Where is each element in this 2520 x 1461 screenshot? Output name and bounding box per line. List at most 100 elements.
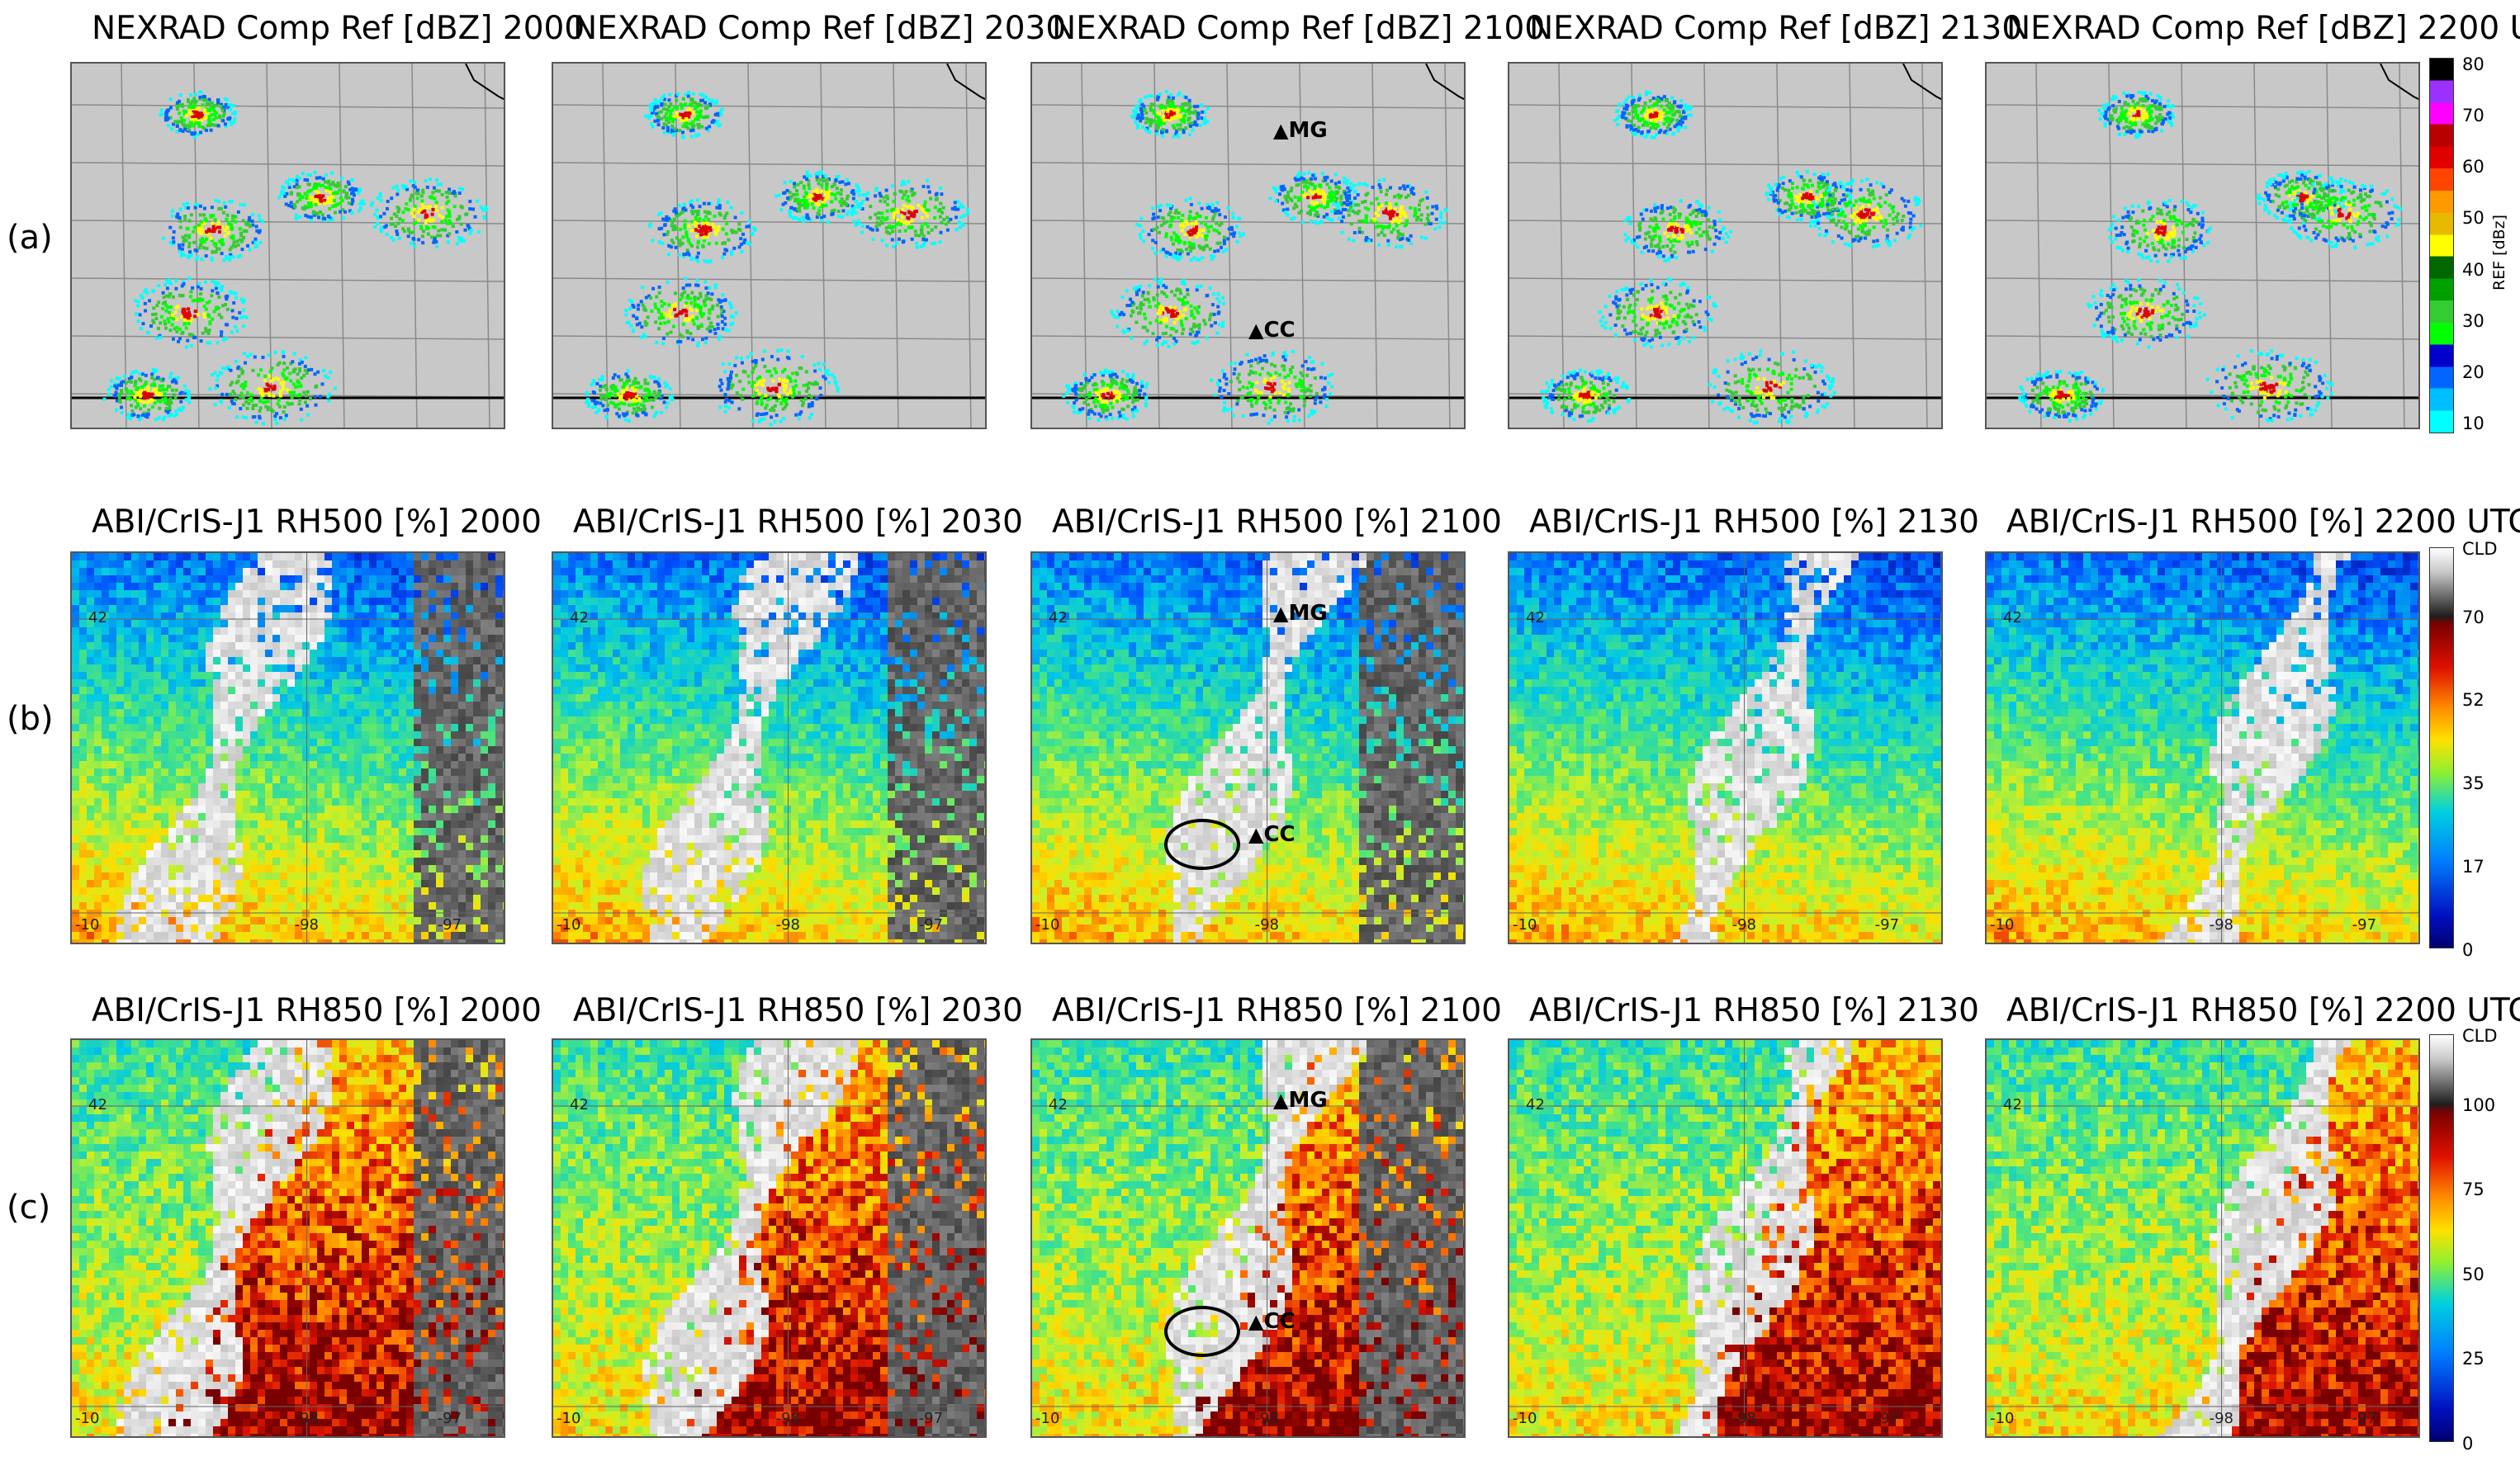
lon-grid-label: -98 bbox=[2210, 1410, 2233, 1427]
lon-grid-label: -10 bbox=[1990, 916, 2014, 934]
lat-grid-label: 42 bbox=[570, 609, 589, 626]
colorbar-tick-label: 52 bbox=[2462, 690, 2484, 710]
colorbar-tick-label: 0 bbox=[2462, 940, 2473, 960]
row-label: (a) bbox=[7, 219, 53, 257]
colorbar-tick-label: 50 bbox=[2462, 208, 2484, 228]
panel-title: ABI/CrIS-J1 RH850 [%] 2130 bbox=[1529, 992, 1979, 1029]
mg-site-marker: ▲MG bbox=[1273, 120, 1328, 141]
lon-grid-label: -98 bbox=[776, 1410, 800, 1427]
lon-grid-label: -10 bbox=[1513, 916, 1537, 934]
colorbar-tick-label: 35 bbox=[2462, 773, 2484, 793]
lon-grid-label: -10 bbox=[75, 916, 99, 934]
panel-title: ABI/CrIS-J1 RH850 [%] 2000 bbox=[92, 992, 542, 1029]
lat-grid-label: 42 bbox=[1049, 609, 1068, 626]
panel-title: ABI/CrIS-J1 RH500 [%] 2100 bbox=[1052, 504, 1502, 541]
cc-site-marker: ▲CC bbox=[1248, 319, 1296, 341]
rh-map-panel: 42 -98 -10 -97 bbox=[552, 551, 987, 944]
lon-grid-label: -10 bbox=[557, 1410, 580, 1427]
radar-map-panel bbox=[552, 62, 987, 429]
cc-site-marker: ▲CC bbox=[1248, 1311, 1296, 1332]
lat-grid-label: 42 bbox=[2003, 1096, 2022, 1113]
lat-grid-label: 42 bbox=[1526, 609, 1545, 626]
lon-grid-label: -10 bbox=[1990, 1410, 2014, 1427]
lon-grid-label: -97 bbox=[919, 916, 943, 934]
panel-title: ABI/CrIS-J1 RH500 [%] 2000 bbox=[92, 504, 542, 541]
lon-grid-label: -98 bbox=[2210, 916, 2233, 934]
lat-grid-label: 42 bbox=[1526, 1096, 1545, 1113]
panel-title: ABI/CrIS-J1 RH500 [%] 2130 bbox=[1529, 504, 1979, 541]
rh-map-panel: 42 -98 -10 -97 bbox=[1985, 1038, 2420, 1438]
cc-site-marker: ▲CC bbox=[1248, 824, 1296, 845]
colorbar-tick-label: CLD bbox=[2462, 1026, 2498, 1046]
radar-map-panel bbox=[1985, 62, 2420, 429]
lon-grid-label: -97 bbox=[1875, 1410, 1899, 1427]
rh-map-panel: 42 -98 -10 ▲MG ▲CC bbox=[1030, 551, 1466, 944]
colorbar-tick-label: 17 bbox=[2462, 857, 2484, 877]
rh-map-panel: 42 -98 -10 ▲MG ▲CC bbox=[1030, 1038, 1466, 1438]
highlight-ellipse bbox=[1164, 819, 1240, 870]
panel-title: NEXRAD Comp Ref [dBZ] 2130 bbox=[1529, 10, 2022, 47]
lon-grid-label: -10 bbox=[1513, 1410, 1537, 1427]
colorbar bbox=[2429, 547, 2454, 948]
lon-grid-label: -98 bbox=[776, 916, 800, 934]
rh-map-panel: 42 -98 -10 -97 bbox=[1508, 551, 1943, 944]
lon-grid-label: -10 bbox=[1035, 916, 1059, 934]
colorbar bbox=[2429, 1034, 2454, 1442]
panel-title: NEXRAD Comp Ref [dBZ] 2200 UTC bbox=[2006, 10, 2520, 47]
lon-grid-label: -98 bbox=[1255, 1410, 1279, 1427]
radar-map-panel bbox=[1508, 62, 1943, 429]
panel-title: NEXRAD Comp Ref [dBZ] 2030 bbox=[573, 10, 1066, 47]
panel-title: ABI/CrIS-J1 RH850 [%] 2030 bbox=[573, 992, 1023, 1029]
lon-grid-label: -98 bbox=[1732, 916, 1756, 934]
panel-title: ABI/CrIS-J1 RH850 [%] 2200 UTC bbox=[2006, 992, 2520, 1029]
lon-grid-label: -97 bbox=[1875, 916, 1899, 934]
lon-grid-label: -98 bbox=[295, 916, 319, 934]
lon-grid-label: -10 bbox=[1035, 1410, 1059, 1427]
colorbar-tick-label: 80 bbox=[2462, 54, 2484, 74]
panel-title: NEXRAD Comp Ref [dBZ] 2100 bbox=[1052, 10, 1545, 47]
lat-grid-label: 42 bbox=[88, 609, 107, 626]
lon-grid-label: -98 bbox=[1255, 916, 1279, 934]
lat-grid-label: 42 bbox=[1049, 1096, 1068, 1113]
lat-grid-label: 42 bbox=[570, 1096, 589, 1113]
panel-title: ABI/CrIS-J1 RH500 [%] 2200 UTC bbox=[2006, 504, 2520, 541]
lon-grid-label: -97 bbox=[2352, 916, 2376, 934]
rh-map-panel: 42 -98 -10 -97 bbox=[1985, 551, 2420, 944]
colorbar-tick-label: 70 bbox=[2462, 608, 2484, 627]
lon-grid-label: -98 bbox=[1732, 1410, 1756, 1427]
lon-grid-label: -97 bbox=[438, 916, 462, 934]
rh-map-panel: 42 -98 -10 -97 bbox=[1508, 1038, 1943, 1438]
rh-map-panel: 42 -98 -10 -97 bbox=[70, 551, 505, 944]
row-label: (c) bbox=[7, 1189, 50, 1227]
mg-site-marker: ▲MG bbox=[1273, 603, 1328, 624]
row-label: (b) bbox=[7, 700, 54, 738]
lon-grid-label: -98 bbox=[295, 1410, 319, 1427]
lon-grid-label: -97 bbox=[2352, 1410, 2376, 1427]
rh-map-panel: 42 -98 -10 -97 bbox=[552, 1038, 987, 1438]
lon-grid-label: -10 bbox=[75, 1410, 99, 1427]
colorbar-tick-label: 25 bbox=[2462, 1349, 2484, 1369]
colorbar-tick-label: 75 bbox=[2462, 1180, 2484, 1199]
colorbar-tick-label: 70 bbox=[2462, 106, 2484, 125]
lon-grid-label: -97 bbox=[438, 1410, 462, 1427]
lat-grid-label: 42 bbox=[88, 1096, 107, 1113]
colorbar-tick-label: 0 bbox=[2462, 1434, 2473, 1454]
colorbar bbox=[2429, 58, 2454, 433]
lon-grid-label: -97 bbox=[919, 1410, 943, 1427]
colorbar-tick-label: 30 bbox=[2462, 311, 2484, 331]
rh-map-panel: 42 -98 -10 -97 bbox=[70, 1038, 505, 1438]
colorbar-unit-label: REF [dBz] bbox=[2490, 215, 2508, 291]
radar-map-panel bbox=[70, 62, 505, 429]
panel-title: ABI/CrIS-J1 RH500 [%] 2030 bbox=[573, 504, 1023, 541]
highlight-ellipse bbox=[1164, 1306, 1240, 1357]
colorbar-tick-label: 60 bbox=[2462, 157, 2484, 177]
radar-map-panel: ▲MG ▲CC bbox=[1030, 62, 1466, 429]
colorbar-tick-label: 100 bbox=[2462, 1095, 2495, 1115]
colorbar-tick-label: 40 bbox=[2462, 260, 2484, 280]
panel-title: NEXRAD Comp Ref [dBZ] 2000 bbox=[92, 10, 585, 47]
mg-site-marker: ▲MG bbox=[1273, 1090, 1328, 1111]
lat-grid-label: 42 bbox=[2003, 609, 2022, 626]
colorbar-tick-label: 10 bbox=[2462, 414, 2484, 433]
colorbar-tick-label: CLD bbox=[2462, 539, 2498, 559]
